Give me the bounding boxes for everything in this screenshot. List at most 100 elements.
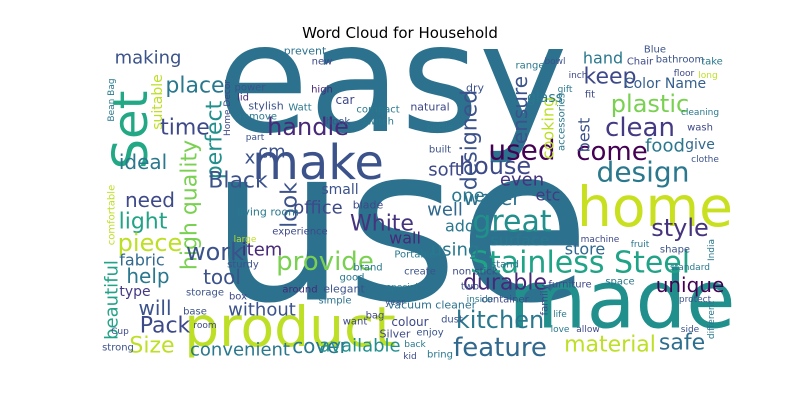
word: best [575, 118, 594, 153]
word: available [319, 336, 400, 357]
word: etc [536, 186, 561, 205]
word: ensure [508, 76, 532, 144]
word: office [293, 198, 342, 219]
word: kitchen [456, 306, 544, 334]
word: inside [467, 295, 494, 305]
word: compact [356, 105, 399, 116]
word: enjoy [416, 328, 443, 339]
word: unique [656, 273, 725, 297]
word: shape [660, 245, 690, 256]
word: new [312, 57, 333, 68]
word: India [707, 239, 717, 261]
word: living room [237, 206, 299, 219]
word: small [321, 182, 358, 198]
word: clothe [691, 155, 719, 165]
word: keep [584, 65, 637, 90]
word: different [707, 300, 717, 339]
word: dust [441, 315, 463, 326]
word: car [336, 93, 355, 107]
word: soft [428, 160, 461, 181]
word: beautiful [102, 260, 123, 340]
word: high quality [178, 140, 203, 270]
word: natural [410, 101, 449, 114]
word: add [445, 217, 475, 236]
word: vacuum cleaner [388, 299, 477, 312]
word: Chair [627, 57, 654, 68]
word: well [427, 200, 463, 221]
word: fit [585, 90, 595, 101]
word: allow [576, 325, 599, 335]
word: bottle [427, 123, 454, 133]
word: even [500, 170, 544, 191]
word: colour [391, 315, 428, 329]
word: house [459, 152, 531, 180]
word: create [404, 267, 436, 278]
word: gift [558, 85, 573, 95]
word: furniture [548, 280, 591, 291]
word: light [119, 210, 168, 235]
word: kid [403, 352, 416, 362]
word: durable [463, 271, 547, 296]
word: non stick [452, 267, 497, 278]
word: cover [292, 334, 348, 358]
word: machine [581, 235, 620, 245]
word: Bean Bag [107, 78, 117, 121]
word: remove [239, 112, 277, 123]
word: comfortable [107, 185, 118, 245]
word: Color Name [624, 76, 706, 92]
word: store [565, 240, 605, 259]
word: use [210, 100, 591, 351]
word: elegant [323, 283, 365, 296]
word: safe [659, 331, 705, 356]
word: special [386, 283, 417, 293]
word: take [701, 57, 723, 68]
word: love [551, 325, 570, 335]
word: Watt [288, 103, 311, 114]
word: surface [490, 231, 549, 250]
word: used [488, 134, 555, 167]
word: White [350, 212, 414, 237]
word: space [605, 277, 634, 288]
word: need [125, 188, 175, 212]
word: give [685, 137, 715, 153]
word: blade [353, 199, 384, 212]
word: want [343, 317, 368, 328]
word: bag [366, 311, 385, 322]
word: look [278, 182, 303, 228]
word: handle [267, 113, 349, 141]
word: made [509, 254, 736, 347]
word: designed [458, 90, 483, 190]
word: high [311, 85, 333, 96]
word: good [340, 273, 365, 284]
word: great [472, 205, 552, 240]
word: help [126, 264, 169, 288]
word: fabric [119, 251, 164, 270]
word: hook [326, 117, 351, 128]
word: Stainless Steel [470, 246, 690, 281]
word: inch [569, 71, 588, 81]
word: glass [527, 90, 563, 106]
word: floor [674, 69, 695, 79]
word: making [115, 48, 182, 69]
word: year [385, 298, 405, 308]
word: wash [687, 123, 713, 134]
word: range [515, 61, 544, 72]
word: strong [102, 343, 134, 354]
word: type [119, 284, 150, 300]
word: place [165, 74, 224, 99]
word: make [252, 135, 384, 191]
word: part [246, 133, 265, 143]
word: provide [276, 247, 374, 277]
word: around [282, 285, 317, 296]
word: built [429, 145, 451, 156]
word: item [242, 240, 283, 261]
word: bathroom [656, 55, 705, 66]
word: stand [491, 260, 519, 271]
word: design [597, 156, 690, 189]
word: Portable [394, 250, 435, 261]
word: dry [466, 82, 485, 95]
word: accessories [557, 93, 568, 151]
word: switch [362, 117, 394, 128]
